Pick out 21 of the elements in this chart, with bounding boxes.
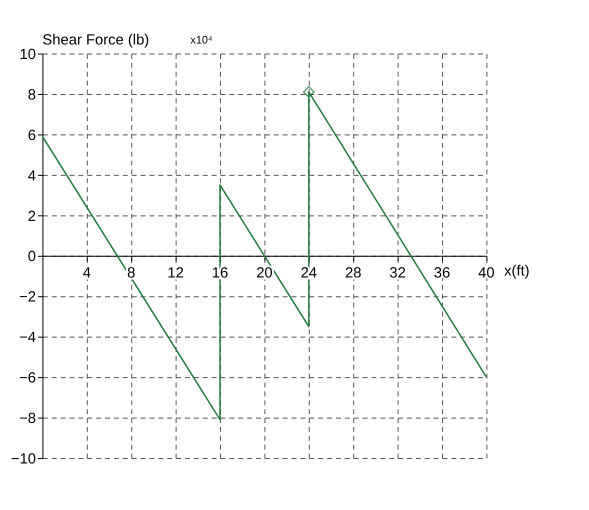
y-tick-label: 8 <box>28 87 36 104</box>
y-tick-label: −10 <box>10 451 36 468</box>
y-tick-label: 0 <box>28 249 36 266</box>
x-axis-title: x(ft) <box>504 264 530 280</box>
y-tick-label: 2 <box>28 208 36 225</box>
y-tick-label: 6 <box>28 128 36 144</box>
x-tick-label: 40 <box>478 265 495 282</box>
x-tick-label: 32 <box>389 265 406 282</box>
text: x10⁴ <box>190 34 213 47</box>
x-tick-label: 12 <box>167 265 184 282</box>
x-tick-label: 20 <box>256 265 273 282</box>
y-tick-label: −8 <box>19 411 36 428</box>
x-tick-label: 36 <box>434 265 450 282</box>
x-tick-label: 28 <box>344 265 362 282</box>
y-tick-label: 4 <box>28 168 36 184</box>
y-tick-label: −6 <box>19 370 36 387</box>
y-axis-title: Shear Force (lb) <box>42 32 150 49</box>
x-tick-label: 4 <box>82 265 91 282</box>
y-tick-label: −2 <box>19 290 36 306</box>
y-tick-label: −4 <box>19 330 36 346</box>
y-tick-label: 10 <box>20 46 36 63</box>
